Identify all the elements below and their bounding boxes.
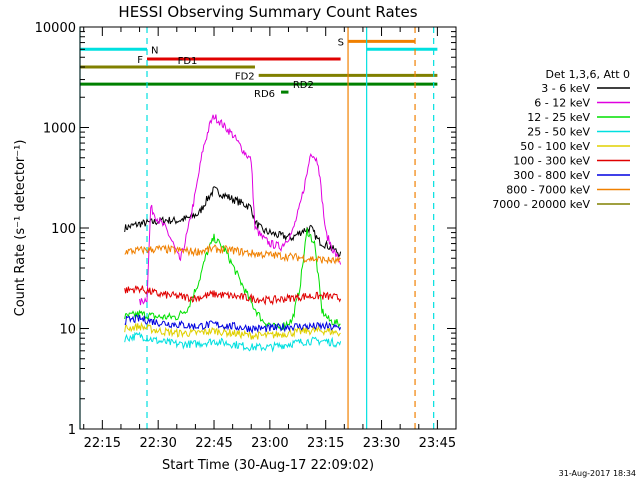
series-lines: [124, 114, 342, 353]
flag-label-fd1: FD1: [178, 56, 198, 67]
x-tick-label: 23:15: [307, 436, 344, 451]
series-line-300-800-kev: [124, 314, 342, 335]
y-tick-label: 1: [68, 423, 76, 438]
x-tick-label: 23:00: [251, 436, 288, 451]
legend-label: 800 - 7000 keV: [506, 184, 590, 197]
series-line-800-7000-kev: [124, 243, 341, 265]
x-tick-label: 23:30: [363, 436, 400, 451]
footer-timestamp: 31-Aug-2017 18:34: [559, 469, 636, 478]
x-tick-label: 22:45: [195, 436, 232, 451]
x-tick-label: 22:15: [84, 436, 121, 451]
flag-label-rd2: RD2: [293, 80, 314, 91]
chart-title: HESSI Observing Summary Count Rates: [118, 3, 417, 21]
y-tick-label: 10000: [35, 21, 76, 36]
legend-header: Det 1,3,6, Att 0: [546, 68, 630, 81]
x-tick-label: 23:45: [419, 436, 456, 451]
flag-label-s: S: [338, 37, 344, 48]
series-line-50-100-kev: [124, 321, 341, 340]
legend-label: 7000 - 20000 keV: [492, 198, 590, 211]
series-line-12-25-kev: [124, 227, 341, 332]
flag-label-rd6: RD6: [254, 89, 275, 100]
legend-label: 3 - 6 keV: [541, 82, 590, 95]
series-line-25-50-kev: [124, 331, 342, 353]
legend-label: 100 - 300 keV: [513, 155, 590, 168]
x-tick-label: 22:30: [139, 436, 176, 451]
legend-label: 50 - 100 keV: [520, 140, 590, 153]
legend-label: 12 - 25 keV: [527, 111, 590, 124]
legend-label: 6 - 12 keV: [534, 97, 590, 110]
series-line-100-300-kev: [124, 285, 342, 306]
y-tick-label: 100: [51, 222, 76, 237]
y-axis-ticks: 1 10 100 1000 10000: [35, 21, 456, 438]
x-axis-label: Start Time (30-Aug-17 22:09:02): [162, 458, 374, 473]
flag-label-fd2: FD2: [235, 71, 255, 82]
y-tick-label: 10: [59, 323, 76, 338]
y-tick-label: 1000: [43, 122, 76, 137]
legend-label: 25 - 50 keV: [527, 126, 590, 139]
flag-bars: N S F FD1 FD2 RD2 RD6: [80, 37, 438, 100]
x-axis-ticks: 22:15 22:30 22:45 23:00 23:15 23:30 23:45: [83, 27, 457, 451]
flag-label-f: F: [137, 55, 143, 66]
series-line-6-12-kev: [139, 114, 342, 306]
y-axis-label: Count Rate (s⁻¹ detector⁻¹): [13, 140, 28, 317]
plot-frame: [79, 26, 457, 430]
legend-label: 300 - 800 keV: [513, 169, 590, 182]
flag-label-n: N: [151, 45, 158, 56]
